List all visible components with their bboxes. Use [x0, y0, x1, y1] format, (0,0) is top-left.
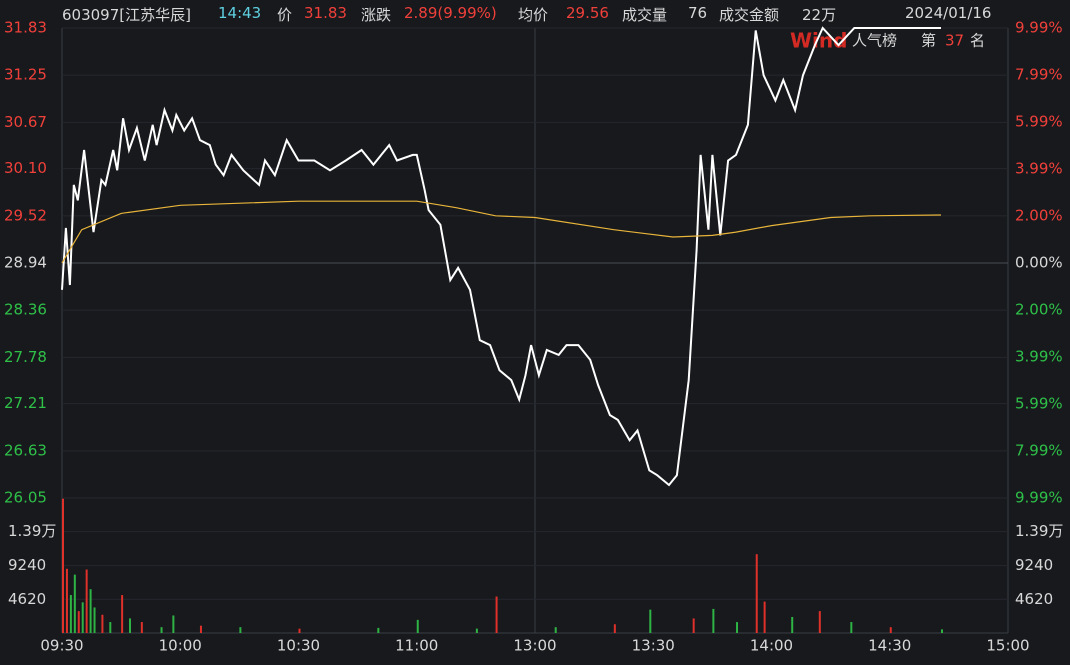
volume-bar — [73, 574, 76, 633]
volume-bar — [140, 622, 143, 633]
volume-bar — [129, 618, 132, 633]
volume-bar — [298, 628, 301, 633]
volume-bar — [416, 619, 419, 633]
avg-label: 均价 — [518, 6, 549, 24]
y2-tick-label: 7.99% — [1015, 441, 1063, 459]
volume-bar — [62, 498, 64, 633]
volume-bar — [121, 595, 124, 633]
y2-tick-label: 3.99% — [1015, 160, 1063, 178]
volume-bar — [763, 601, 766, 633]
y-tick-label: 28.36 — [4, 301, 47, 319]
volume-bar — [160, 627, 163, 633]
x-tick-label: 11:00 — [395, 637, 438, 655]
volume-bar — [239, 627, 242, 633]
y-tick-label: 28.94 — [4, 254, 47, 272]
volume-bar — [89, 589, 92, 633]
x-tick-label: 14:00 — [750, 637, 793, 655]
y2-tick-label: 9.99% — [1015, 19, 1063, 37]
volume-bar — [889, 627, 892, 633]
y-tick-label: 4620 — [8, 590, 46, 608]
volume-bar — [475, 628, 478, 633]
price: 31.83 — [304, 4, 347, 22]
x-tick-label: 15:00 — [986, 637, 1029, 655]
y2-tick-label: 9.99% — [1015, 489, 1063, 507]
amount: 22万 — [802, 6, 837, 24]
y-tick-label: 27.21 — [4, 394, 47, 412]
volume-bar — [77, 611, 80, 633]
y-tick-label: 26.05 — [4, 489, 47, 507]
y2-tick-label: 5.99% — [1015, 113, 1063, 131]
volume-bar — [692, 618, 695, 633]
rank-label: 人气榜 — [852, 32, 897, 50]
y2-tick-label: 2.00% — [1015, 206, 1063, 224]
change-label: 涨跌 — [361, 6, 392, 24]
volume-bar — [172, 615, 175, 633]
volume-bar — [755, 554, 758, 633]
volume-bar — [712, 608, 715, 633]
x-tick-label: 10:00 — [159, 637, 202, 655]
avg: 29.56 — [566, 4, 609, 22]
y-tick-label: 26.63 — [4, 441, 47, 459]
y2-tick-label: 7.99% — [1015, 66, 1063, 84]
y-tick-label: 29.52 — [4, 206, 47, 224]
y-tick-label: 31.25 — [4, 66, 47, 84]
volume-bar — [850, 622, 853, 633]
y2-tick-label: 0.00% — [1015, 254, 1063, 272]
volume-bar — [93, 607, 96, 633]
volume-bar — [818, 611, 821, 633]
rank: 37 — [945, 32, 964, 50]
x-tick-label: 10:30 — [277, 637, 320, 655]
price-line — [61, 26, 941, 487]
stock-code: 603097[江苏华辰] — [62, 6, 191, 24]
x-tick-label: 13:30 — [632, 637, 675, 655]
price-label: 价 — [277, 6, 293, 24]
date: 2024/01/16 — [905, 4, 992, 22]
volume-bar — [377, 627, 380, 633]
rank-prefix: 第 — [921, 32, 936, 50]
y2-tick-label: 2.00% — [1015, 301, 1063, 319]
volume-bar — [109, 622, 112, 633]
y2-tick-label: 5.99% — [1015, 394, 1063, 412]
y-tick-label: 4620 — [1015, 590, 1053, 608]
volume-bar — [940, 629, 943, 633]
volume-bar — [81, 602, 84, 633]
volume-bar — [101, 614, 104, 633]
change: 2.89(9.99%) — [404, 4, 497, 22]
y-tick-label: 9240 — [1015, 556, 1053, 574]
price-line — [61, 200, 942, 264]
volume-bar — [69, 595, 72, 633]
x-tick-label: 13:00 — [513, 637, 556, 655]
x-tick-label: 09:30 — [40, 637, 83, 655]
volume-bar — [791, 616, 794, 633]
header: 603097[江苏华辰] 14:43 价 31.83 涨跌 2.89(9.99%… — [0, 0, 1070, 28]
y-tick-label: 30.67 — [4, 113, 47, 131]
amount-label: 成交金额 — [719, 6, 780, 24]
y-tick-label: 9240 — [8, 556, 46, 574]
volume-bar — [85, 569, 88, 633]
volume-bar — [736, 622, 739, 633]
volume-label: 成交量 — [622, 6, 668, 24]
volume-bar — [554, 627, 557, 633]
rank-suffix: 名 — [970, 32, 985, 50]
y-tick-label: 1.39万 — [8, 522, 56, 540]
volume-bar — [649, 609, 652, 633]
time: 14:43 — [218, 4, 262, 22]
volume: 76 — [688, 4, 708, 22]
logo: Wind — [790, 29, 847, 53]
y-tick-label: 27.78 — [4, 348, 47, 366]
volume-bar — [199, 625, 202, 633]
y-tick-label: 1.39万 — [1015, 522, 1063, 540]
volume-bar — [613, 624, 616, 633]
y2-tick-label: 3.99% — [1015, 347, 1063, 365]
x-tick-label: 14:30 — [868, 637, 911, 655]
volume-bar — [65, 568, 68, 633]
volume-bar — [495, 596, 498, 633]
y-tick-label: 30.10 — [4, 159, 47, 177]
y-tick-label: 31.83 — [4, 19, 47, 37]
